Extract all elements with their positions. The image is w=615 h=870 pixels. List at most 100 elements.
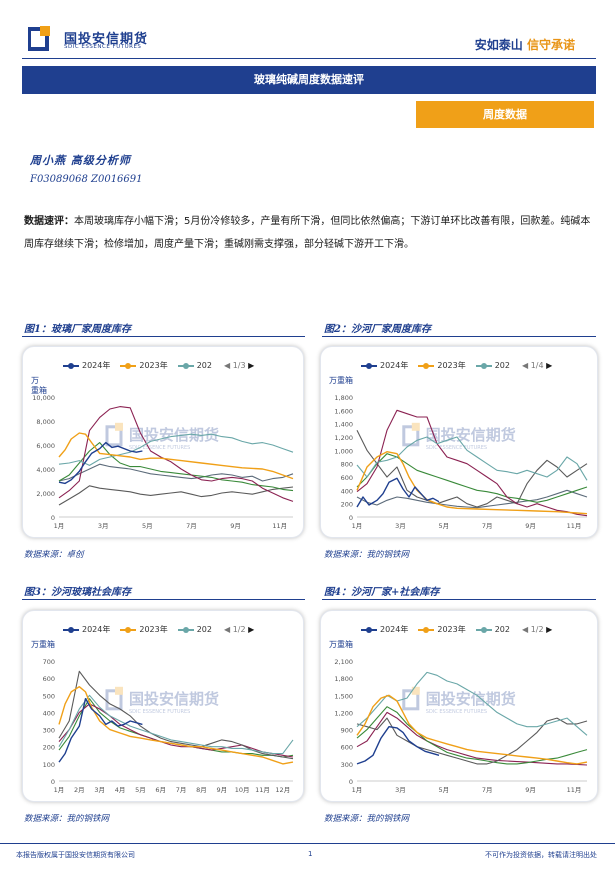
y-tick-label: 400 bbox=[341, 487, 353, 495]
legend-dot bbox=[366, 362, 372, 369]
legend-item[interactable]: 2023年 bbox=[120, 360, 168, 371]
y-axis-unit: 万重箱 bbox=[329, 375, 353, 385]
series-line bbox=[58, 442, 294, 492]
legend-page: 1/2 bbox=[230, 625, 249, 634]
y-tick-label: 0 bbox=[349, 778, 353, 786]
series-line bbox=[356, 436, 588, 481]
y-tick-label: 300 bbox=[43, 727, 55, 735]
legend-next-icon[interactable]: ▶ bbox=[546, 361, 553, 370]
y-tick-label: 200 bbox=[341, 501, 353, 509]
series-line bbox=[58, 703, 294, 758]
figure-3-source: 数据来源：我的钢铁网 bbox=[24, 814, 110, 824]
legend-prev-icon[interactable]: ◀ bbox=[224, 361, 231, 370]
legend-item[interactable]: 202 bbox=[475, 625, 510, 634]
y-tick-label: 1,600 bbox=[334, 407, 353, 415]
x-tick-label: 11月 bbox=[567, 522, 582, 530]
legend-prev-icon[interactable]: ◀ bbox=[224, 625, 231, 634]
legend-label: 202 bbox=[494, 625, 510, 634]
legend-prev-icon[interactable]: ◀ bbox=[522, 625, 529, 634]
legend-page: 1/3 bbox=[230, 361, 249, 370]
summary-text: 本周玻璃库存小幅下滑；5月份冷修较多，产量有所下滑，但同比依然偏高；下游订单环比… bbox=[24, 216, 591, 250]
legend-item[interactable]: 2024年 bbox=[63, 624, 110, 635]
x-tick-label: 8月 bbox=[196, 786, 207, 794]
legend-item[interactable]: 2024年 bbox=[361, 360, 408, 371]
summary-colon: ： bbox=[64, 216, 74, 227]
y-tick-label: 1,400 bbox=[334, 421, 353, 429]
legend-item[interactable]: 202 bbox=[475, 361, 510, 370]
legend-dot bbox=[480, 626, 487, 633]
x-tick-label: 1月 bbox=[54, 786, 65, 794]
legend-prev-icon[interactable]: ◀ bbox=[522, 361, 529, 370]
series-line bbox=[356, 694, 588, 765]
x-tick-label: 11月 bbox=[255, 786, 270, 794]
x-tick-label: 4月 bbox=[115, 786, 126, 794]
watermark-text-en: SDIC ESSENCE FUTURES bbox=[426, 445, 487, 451]
y-tick-label: 10,000 bbox=[32, 394, 55, 402]
figure-2-source: 数据来源：我的钢铁网 bbox=[324, 550, 410, 560]
figure-4-chart: 2024年 2023年 202 ◀ 1/2 ▶ 万重箱 2,100 1,800 1,500 1,… bbox=[320, 610, 598, 802]
watermark-logo-icon bbox=[105, 425, 123, 447]
figure-3-rule bbox=[22, 599, 305, 600]
legend-item[interactable]: 2024年 bbox=[361, 624, 408, 635]
legend-page: 1/4 bbox=[528, 361, 547, 370]
y-tick-label: 900 bbox=[341, 727, 353, 735]
legend-swatch bbox=[120, 362, 137, 369]
y-axis-unit: 万 bbox=[31, 376, 39, 385]
watermark-logo-accent bbox=[115, 686, 123, 695]
legend-next-icon[interactable]: ▶ bbox=[248, 361, 255, 370]
legend-next-icon[interactable]: ▶ bbox=[248, 625, 255, 634]
y-tick-label: 1,200 bbox=[334, 434, 353, 442]
chart-legend: 2024年 2023年 202 ◀ 1/4 ▶ bbox=[361, 360, 552, 371]
x-tick-label: 7月 bbox=[482, 786, 493, 794]
y-tick-label: 8,000 bbox=[36, 418, 55, 426]
x-tick-label: 5月 bbox=[438, 522, 449, 530]
watermark-text-en: SDIC ESSENCE FUTURES bbox=[129, 445, 190, 451]
series-line bbox=[58, 463, 294, 482]
legend-item[interactable]: 202 bbox=[177, 625, 212, 634]
legend-item[interactable]: 2024年 bbox=[63, 360, 110, 371]
legend-item[interactable]: 2023年 bbox=[120, 624, 168, 635]
legend-dot bbox=[423, 626, 430, 633]
legend-label: 202 bbox=[494, 361, 510, 370]
legend-item[interactable]: 2023年 bbox=[418, 360, 466, 371]
x-tick-label: 12月 bbox=[275, 786, 290, 794]
legend-label: 2023年 bbox=[437, 361, 466, 370]
x-tick-label: 11月 bbox=[272, 522, 287, 530]
footer-divider bbox=[0, 843, 615, 844]
y-tick-label: 1,800 bbox=[334, 394, 353, 402]
legend-label: 2023年 bbox=[139, 361, 168, 370]
legend-swatch bbox=[63, 362, 79, 369]
x-tick-label: 3月 bbox=[98, 522, 109, 530]
page-number: 1 bbox=[308, 850, 313, 858]
x-tick-label: 2月 bbox=[74, 786, 85, 794]
legend-item[interactable]: 202 bbox=[177, 361, 212, 370]
y-tick-label: 0 bbox=[349, 514, 353, 522]
watermark-logo-accent bbox=[115, 422, 123, 431]
legend-dot bbox=[68, 362, 74, 369]
series-line bbox=[58, 485, 294, 506]
watermark-logo-accent bbox=[411, 422, 420, 431]
legend-item[interactable]: 2023年 bbox=[418, 624, 466, 635]
legend-pager: ◀ 1/2 ▶ bbox=[522, 625, 552, 634]
header-divider bbox=[22, 58, 596, 59]
watermark-text-en: SDIC ESSENCE FUTURES bbox=[426, 709, 487, 715]
y-tick-label: 400 bbox=[43, 709, 55, 717]
x-tick-label: 3月 bbox=[395, 522, 406, 530]
y-tick-label: 1,800 bbox=[334, 675, 353, 683]
watermark-text-en: SDIC ESSENCE FUTURES bbox=[129, 709, 190, 715]
watermark-text: 国投安信期货 bbox=[129, 690, 219, 708]
series-line bbox=[58, 694, 294, 755]
y-tick-label: 300 bbox=[341, 761, 353, 769]
y-axis-unit: 万重箱 bbox=[31, 639, 55, 649]
legend-next-icon[interactable]: ▶ bbox=[546, 625, 553, 634]
y-tick-label: 500 bbox=[43, 692, 55, 700]
legend-swatch bbox=[418, 362, 435, 369]
legend-swatch bbox=[418, 626, 435, 633]
y-axis-unit: 重箱 bbox=[31, 385, 47, 395]
chart-legend: 2024年 2023年 202 ◀ 1/3 ▶ bbox=[63, 360, 254, 371]
x-tick-label: 9月 bbox=[525, 786, 536, 794]
x-tick-label: 1月 bbox=[352, 786, 363, 794]
logo-name-cn: 国投安信期货 bbox=[64, 32, 149, 47]
